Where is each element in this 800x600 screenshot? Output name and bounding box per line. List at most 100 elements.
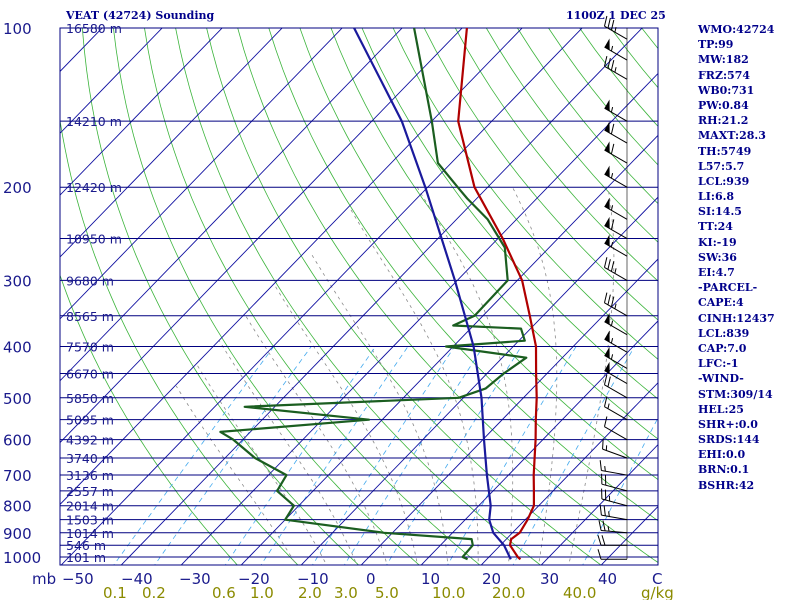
mixing-ratio-line: [582, 417, 658, 565]
mixing-ratio-tick-label: 10.0: [432, 584, 465, 600]
height-label: 5095 m: [66, 413, 114, 428]
isotherm: [300, 196, 658, 565]
stat-item: KI:-19: [698, 235, 737, 249]
barb-full: [603, 292, 608, 303]
mixing-ratio-tick-label: 40.0: [563, 584, 596, 600]
stat-item: CINH:12437: [698, 311, 775, 325]
temperature-tick-label: −40: [121, 570, 153, 588]
chart-time: 1100Z 1 DEC 25: [566, 9, 666, 22]
barb-staff: [604, 242, 628, 257]
stat-item: LI:6.8: [698, 190, 735, 204]
series-parcel: [353, 28, 512, 560]
isotherm: [420, 320, 658, 565]
barb-flag: [604, 346, 610, 359]
isotherm: [120, 28, 643, 565]
barb-half: [610, 45, 614, 52]
stat-item: RH:21.2: [698, 114, 749, 128]
barb-full: [610, 296, 615, 307]
wind-barb: [597, 535, 627, 546]
height-label: 6670 m: [66, 367, 114, 382]
barb-half: [610, 106, 614, 113]
barb-flag: [604, 216, 610, 229]
barb-full: [610, 219, 615, 230]
wind-barb: [597, 549, 627, 560]
height-label: 12420 m: [66, 180, 122, 195]
temperature-tick-label: 10: [421, 570, 440, 588]
barb-half: [610, 173, 614, 179]
wind-barb: [598, 520, 628, 534]
temperature-tick-label: 40: [598, 570, 617, 588]
wind-barb: [604, 313, 628, 336]
temperature-tick-label: 30: [540, 570, 559, 588]
barb-full: [607, 376, 611, 387]
temperature-tick-label: −30: [179, 570, 211, 588]
temperature-tick-label: 20: [482, 570, 501, 588]
stat-item: WMO:42724: [698, 23, 775, 36]
wind-barb: [604, 346, 628, 369]
mixing-ratio-tick-label: 0.1: [103, 584, 127, 600]
barb-staff: [604, 406, 628, 421]
stat-item: TP:99: [698, 38, 734, 52]
barb-flag: [604, 234, 610, 247]
barb-flag: [604, 361, 610, 374]
height-label: 101 m: [66, 550, 106, 565]
barb-half: [614, 27, 617, 33]
wind-barb: [604, 197, 628, 220]
moist-adiabat: [273, 283, 418, 565]
barb-half: [614, 303, 617, 309]
barb-flag: [604, 197, 610, 210]
dry-adiabat: [423, 28, 658, 321]
height-label: 7570 m: [66, 339, 114, 354]
barb-staff: [604, 149, 628, 164]
barb-half: [610, 354, 614, 360]
barb-half: [610, 337, 614, 344]
mixing-ratio-tick-label: 0.2: [142, 584, 166, 600]
stat-item: L57:5.7: [698, 159, 745, 173]
moist-adiabat: [197, 365, 327, 565]
mixing-ratio-line: [343, 346, 484, 565]
wind-barb: [603, 292, 628, 317]
height-label: 5850 m: [66, 391, 114, 406]
barb-half: [614, 268, 617, 274]
height-label: 4392 m: [66, 433, 114, 448]
stat-item: HEL:25: [698, 402, 744, 416]
barb-flag: [604, 121, 610, 134]
wind-barbs: [597, 15, 628, 560]
barb-staff: [604, 25, 628, 40]
height-label: 2557 m: [66, 484, 114, 499]
height-label: 3740 m: [66, 451, 114, 466]
barb-flag: [604, 141, 610, 154]
barb-flag: [604, 330, 610, 343]
barb-staff: [604, 225, 628, 239]
dry-adiabat: [60, 273, 238, 565]
barb-full: [603, 505, 606, 516]
stat-item: SHR+:0.0: [698, 417, 758, 431]
stat-item: LFC:-1: [698, 357, 739, 371]
barb-full: [597, 549, 602, 560]
barb-half: [607, 403, 610, 409]
stat-item: BRN:0.1: [698, 463, 750, 477]
isotherm: [180, 72, 658, 565]
pressure-tick-label: 200: [3, 179, 32, 197]
stat-item: SW:36: [698, 250, 737, 264]
barb-staff: [604, 173, 628, 188]
temperature-tick-label: 0: [366, 570, 376, 588]
barb-full: [610, 19, 615, 31]
wind-barb: [599, 460, 628, 476]
stat-item: -WIND-: [698, 372, 744, 386]
isotherm: [60, 28, 343, 320]
height-label: 1503 m: [66, 513, 114, 528]
barb-full: [610, 261, 615, 272]
plot-border: [59, 27, 659, 566]
height-label: 10950 m: [66, 232, 122, 247]
moist-adiabat: [245, 315, 388, 565]
temperature-tick-label: −10: [297, 570, 329, 588]
pressure-tick-label: 100: [3, 20, 32, 38]
moist-adiabat: [568, 187, 615, 565]
barb-full: [610, 123, 615, 135]
stat-item: FRZ:574: [698, 68, 751, 82]
barb-full: [597, 535, 602, 546]
stat-item: WB0:731: [698, 83, 755, 97]
